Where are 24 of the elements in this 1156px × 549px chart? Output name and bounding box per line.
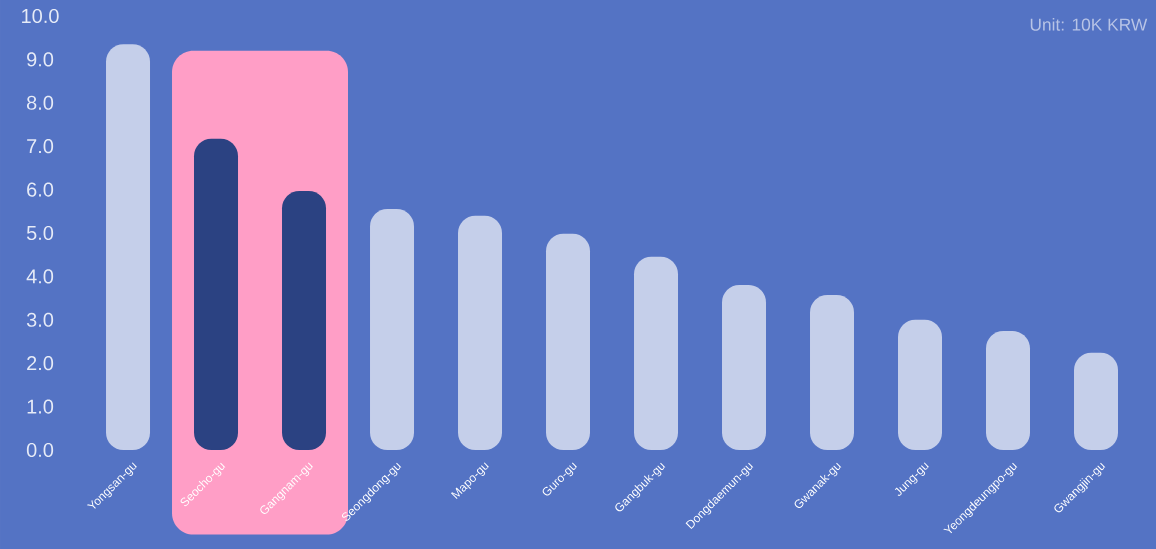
annotation: Unit: 10K KRW — [1030, 18, 1148, 31]
bar — [106, 44, 151, 450]
y-tick-label: 5.0 — [26, 225, 54, 241]
y-tick-label: 4.0 — [26, 269, 54, 284]
bar — [194, 138, 239, 450]
y-tick-label: 6.0 — [27, 182, 54, 197]
bar — [458, 215, 503, 450]
bar — [370, 209, 415, 450]
y-tick-label: 2.0 — [27, 356, 54, 371]
bar — [282, 190, 327, 450]
bar — [898, 319, 943, 450]
bar — [722, 285, 767, 450]
y-tick-label: 1.0 — [27, 399, 54, 414]
y-tick-label: 0.0 — [26, 442, 54, 458]
y-tick-label: 3.0 — [26, 312, 54, 327]
y-tick-label: 7.0 — [27, 139, 54, 154]
y-tick-label: 10.0 — [22, 8, 59, 24]
bar — [634, 256, 679, 450]
y-tick-label: 9.0 — [27, 52, 54, 67]
bar — [986, 331, 1030, 450]
bar — [810, 295, 855, 450]
bar — [1074, 352, 1118, 450]
bar — [546, 233, 591, 450]
y-tick-label: 8.0 — [26, 95, 54, 110]
